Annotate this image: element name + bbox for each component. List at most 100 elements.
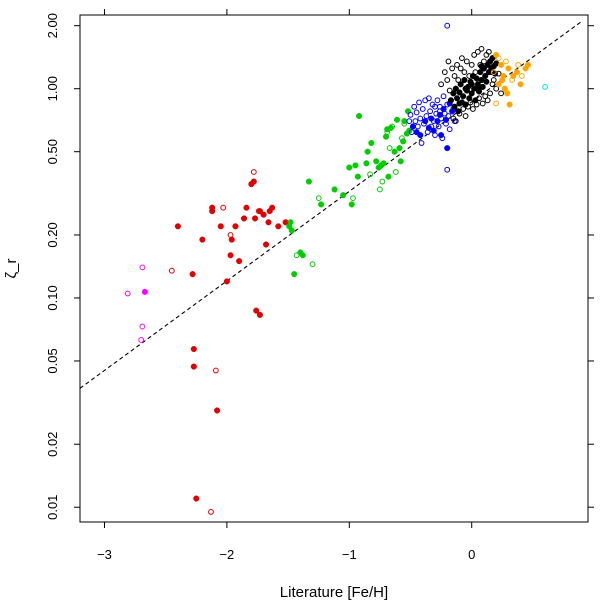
point-blue-filled [422, 118, 429, 125]
point-green-filled [356, 113, 363, 120]
point-black-open [438, 81, 445, 88]
point-red-open [168, 267, 175, 274]
point-orange-filled [504, 90, 511, 97]
y-tick-label: 0.02 [45, 432, 60, 457]
point-blue-filled [434, 118, 441, 125]
point-black-open [449, 65, 456, 72]
point-green-filled [405, 108, 412, 115]
point-red-filled [223, 278, 230, 285]
point-red-filled [193, 495, 200, 502]
point-orange-filled [524, 61, 532, 68]
point-green-filled [368, 139, 375, 147]
point-black-open [446, 87, 453, 94]
point-red-filled [190, 363, 197, 370]
point-black-filled [483, 78, 490, 85]
point-green-open [367, 171, 374, 178]
point-green-filled [299, 252, 306, 259]
point-green-filled [396, 145, 403, 152]
point-red-filled [263, 241, 270, 248]
point-green-open [379, 178, 386, 185]
point-green-filled [318, 201, 325, 208]
point-blue-filled [436, 111, 443, 118]
point-blue-filled [438, 132, 445, 139]
point-blue-open [414, 123, 421, 130]
x-tick-label: 0 [468, 547, 475, 562]
point-red-filled [209, 204, 216, 211]
point-black-open [487, 90, 493, 97]
point-orange-open [503, 58, 509, 65]
point-red-filled [199, 236, 206, 243]
point-red-filled [253, 307, 260, 314]
point-orange-filled [495, 81, 502, 88]
point-red-filled [227, 252, 234, 259]
point-black-filled [451, 103, 458, 110]
point-black-open [482, 93, 489, 100]
point-cyan-open [542, 83, 549, 90]
y-axis-title: ζ_r [3, 259, 20, 279]
point-blue-open [423, 113, 430, 119]
point-green-open [386, 145, 393, 152]
point-green-filled [401, 118, 408, 125]
point-orange-open [518, 73, 525, 79]
point-black-filled [468, 90, 475, 97]
point-red-filled [240, 215, 248, 222]
point-red-filled [250, 178, 257, 185]
point-black-open [454, 61, 460, 68]
point-blue-filled [409, 123, 417, 130]
point-green-filled [397, 158, 404, 165]
point-black-open [451, 73, 458, 79]
point-magenta-filled [141, 288, 148, 295]
point-black-filled [466, 95, 473, 102]
point-orange-filled [517, 81, 524, 88]
point-black-open [478, 45, 485, 52]
point-green-filled [291, 271, 298, 278]
point-blue-open [446, 126, 453, 133]
point-blue-open [427, 108, 433, 115]
point-green-filled [387, 124, 394, 131]
point-green-open [293, 252, 300, 259]
point-red-open [208, 508, 214, 515]
point-orange-filled [501, 85, 508, 92]
point-black-open [441, 69, 448, 76]
point-black-open [493, 85, 500, 92]
point-blue-filled [440, 105, 447, 113]
point-black-open [470, 106, 476, 112]
point-blue-open [413, 109, 420, 116]
point-black-filled [452, 85, 459, 92]
point-red-filled [251, 215, 259, 222]
x-tick-label: −1 [342, 547, 357, 562]
point-green-filled [352, 162, 359, 169]
point-black-filled [461, 76, 468, 84]
x-axis-title: Literature [Fe/H] [280, 584, 388, 601]
point-blue-open [412, 118, 419, 125]
point-blue-filled [417, 132, 424, 139]
point-green-filled [340, 192, 347, 199]
point-blue-filled [442, 116, 450, 123]
point-black-filled [447, 97, 454, 104]
y-tick-label: 0.50 [45, 139, 60, 164]
point-green-filled [382, 133, 390, 140]
point-green-filled [385, 173, 392, 180]
point-green-filled [331, 186, 338, 193]
point-blue-open [419, 106, 426, 112]
point-green-open [377, 186, 383, 193]
point-green-open [392, 169, 399, 175]
plot-marks [80, 20, 583, 515]
x-axis-top [103, 9, 473, 15]
point-red-filled [228, 236, 235, 243]
point-black-open [468, 61, 475, 68]
point-black-open [462, 113, 469, 119]
point-black-filled [472, 97, 479, 104]
point-black-open [461, 69, 468, 76]
point-blue-filled [430, 127, 437, 134]
point-black-filled [457, 81, 464, 88]
point-red-open [220, 204, 227, 211]
point-black-open [459, 55, 465, 62]
point-red-filled [243, 204, 250, 211]
point-green-open [309, 261, 316, 268]
point-green-filled [287, 219, 294, 226]
point-red-filled [236, 258, 243, 265]
point-red-filled [232, 223, 239, 230]
point-black-filled [450, 90, 457, 97]
point-black-filled [474, 85, 481, 92]
